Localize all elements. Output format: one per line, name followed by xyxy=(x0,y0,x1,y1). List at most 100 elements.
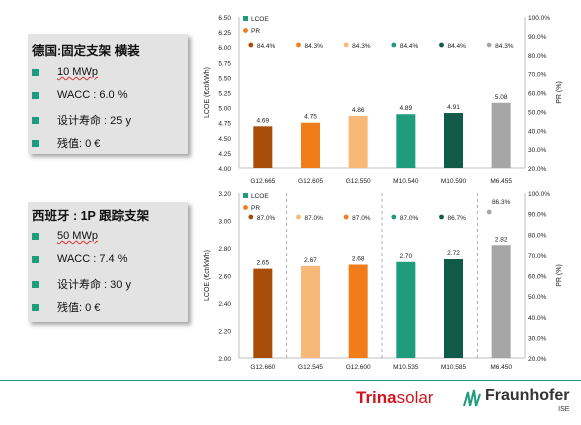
y2-tick-label: 80.0% xyxy=(528,232,547,239)
bar-value-label: 2.70 xyxy=(400,253,413,260)
y-tick-label: 2.60 xyxy=(218,274,231,281)
footer-divider xyxy=(0,380,581,381)
bar xyxy=(396,261,416,358)
y-tick-label: 6.00 xyxy=(218,45,231,52)
bullet-lifetime: 设计寿命 : 25 y xyxy=(32,112,131,128)
y2-tick-label: 20.0% xyxy=(528,166,547,173)
x-tick-label: G12.660 xyxy=(250,364,275,371)
y-axis-title: LCOE (€ct/kWh) xyxy=(204,67,211,118)
bar xyxy=(491,102,511,168)
panel-spain: 西班牙 : 1P 跟踪支架 50 MWp WACC : 7.4 % 设计寿命 :… xyxy=(28,202,188,322)
y-tick-label: 4.50 xyxy=(218,136,231,143)
bullet-square-icon xyxy=(32,139,39,147)
bar-value-label: 4.91 xyxy=(447,104,460,111)
chart-spain: 2.00 2.20 2.40 2.60 2.80 3.00 3.20 20.0% 30.0% 40… xyxy=(204,191,563,371)
bar xyxy=(348,264,368,358)
pr-marker xyxy=(439,214,444,220)
y2-tick-label: 30.0% xyxy=(528,147,547,154)
bar-value-label: 2.67 xyxy=(304,257,317,264)
bullet-residual: 残值: 0 € xyxy=(32,299,100,315)
x-tick-label: M10.585 xyxy=(441,364,467,371)
bullet-lifetime: 设计寿命 : 30 y xyxy=(32,276,131,292)
bar xyxy=(301,265,320,358)
bar xyxy=(301,122,320,168)
bullet-square-icon xyxy=(32,68,39,76)
pr-marker xyxy=(296,42,301,48)
y2-axis-title: PR (%) xyxy=(556,264,563,287)
bullet-residual: 残值: 0 € xyxy=(32,135,100,151)
bar-value-label: 5.08 xyxy=(495,94,508,101)
x-tick-label: M10.590 xyxy=(441,178,467,185)
bullet-square-icon xyxy=(32,303,39,311)
bar xyxy=(348,116,368,168)
bar-value-label: 2.68 xyxy=(352,256,365,263)
pr-marker xyxy=(343,42,349,48)
y2-tick-label: 100.0% xyxy=(528,191,550,198)
y2-tick-label: 30.0% xyxy=(528,335,547,342)
pr-value-label: 84.3% xyxy=(352,43,371,50)
bar xyxy=(491,245,511,358)
panel-title: 西班牙 : 1P 跟踪支架 xyxy=(32,209,150,223)
pr-value-label: 84.4% xyxy=(257,43,276,50)
legend-label-pr: PR xyxy=(251,205,260,212)
pr-value-label: 84.3% xyxy=(305,43,324,50)
x-tick-label: G12.550 xyxy=(346,178,371,185)
pr-value-label: 87.0% xyxy=(352,215,371,222)
pr-marker xyxy=(486,209,492,215)
x-tick-label: G12.600 xyxy=(346,364,371,371)
bar-value-label: 2.82 xyxy=(495,236,508,243)
y-tick-label: 6.50 xyxy=(218,15,231,22)
pr-marker xyxy=(439,42,444,48)
y-tick-label: 4.00 xyxy=(218,166,231,173)
y2-axis-title: PR (%) xyxy=(556,81,563,104)
legend-marker-pr xyxy=(243,28,248,33)
pr-value-label: 86.7% xyxy=(448,215,467,222)
fraunhofer-mark-icon xyxy=(463,389,481,407)
y2-tick-label: 50.0% xyxy=(528,294,547,301)
bullet-square-icon xyxy=(32,280,39,288)
x-tick-label: M10.540 xyxy=(393,178,419,185)
bar-value-label: 4.89 xyxy=(400,105,413,112)
pr-value-label: 84.4% xyxy=(448,43,467,50)
bar xyxy=(253,126,273,168)
bar-value-label: 2.65 xyxy=(257,260,270,267)
legend-label-pr: PR xyxy=(251,28,260,35)
pr-value-label: 87.0% xyxy=(257,215,276,222)
x-tick-label: M10.535 xyxy=(393,364,419,371)
pr-value-label: 86.3% xyxy=(492,199,511,206)
bar-value-label: 4.69 xyxy=(257,117,270,124)
bullet-wacc: WACC : 6.0 % xyxy=(32,89,128,101)
y2-tick-label: 80.0% xyxy=(528,53,547,60)
y-tick-label: 4.75 xyxy=(218,121,231,128)
pr-marker xyxy=(296,214,301,220)
x-tick-label: G12.665 xyxy=(250,178,275,185)
pr-value-label: 84.3% xyxy=(495,43,514,50)
y-tick-label: 5.50 xyxy=(218,75,231,82)
legend-label-lcoe: LCOE xyxy=(251,193,269,200)
bullet-wacc: WACC : 7.4 % xyxy=(32,253,128,265)
bullet-square-icon xyxy=(32,91,39,99)
bar xyxy=(444,259,463,358)
x-tick-label: M6.450 xyxy=(490,364,512,371)
y2-tick-label: 90.0% xyxy=(528,212,547,219)
y2-tick-label: 50.0% xyxy=(528,109,547,116)
y-tick-label: 2.40 xyxy=(218,301,231,308)
pr-marker xyxy=(343,214,349,220)
chart-germany: 4.00 4.25 4.50 4.75 5.00 5.25 5.50 5.75 6.00 6.25… xyxy=(204,15,563,185)
y2-tick-label: 70.0% xyxy=(528,253,547,260)
y-tick-label: 5.00 xyxy=(218,106,231,113)
y-tick-label: 3.00 xyxy=(218,219,231,226)
y2-tick-label: 70.0% xyxy=(528,72,547,79)
pr-value-label: 87.0% xyxy=(305,215,324,222)
bar xyxy=(444,113,463,168)
y-tick-label: 5.25 xyxy=(218,91,231,98)
legend-swatch-lcoe xyxy=(243,193,248,198)
pr-marker xyxy=(248,42,254,48)
y2-tick-label: 60.0% xyxy=(528,91,547,98)
y-tick-label: 6.25 xyxy=(218,30,231,37)
bullet-capacity: 50 MWp xyxy=(32,230,98,242)
bar-value-label: 4.75 xyxy=(304,114,317,121)
panel-germany: 德国:固定支架 横装 10 MWp WACC : 6.0 % 设计寿命 : 25… xyxy=(28,34,188,154)
bar-value-label: 4.86 xyxy=(352,107,365,114)
x-tick-label: G12.605 xyxy=(298,178,323,185)
